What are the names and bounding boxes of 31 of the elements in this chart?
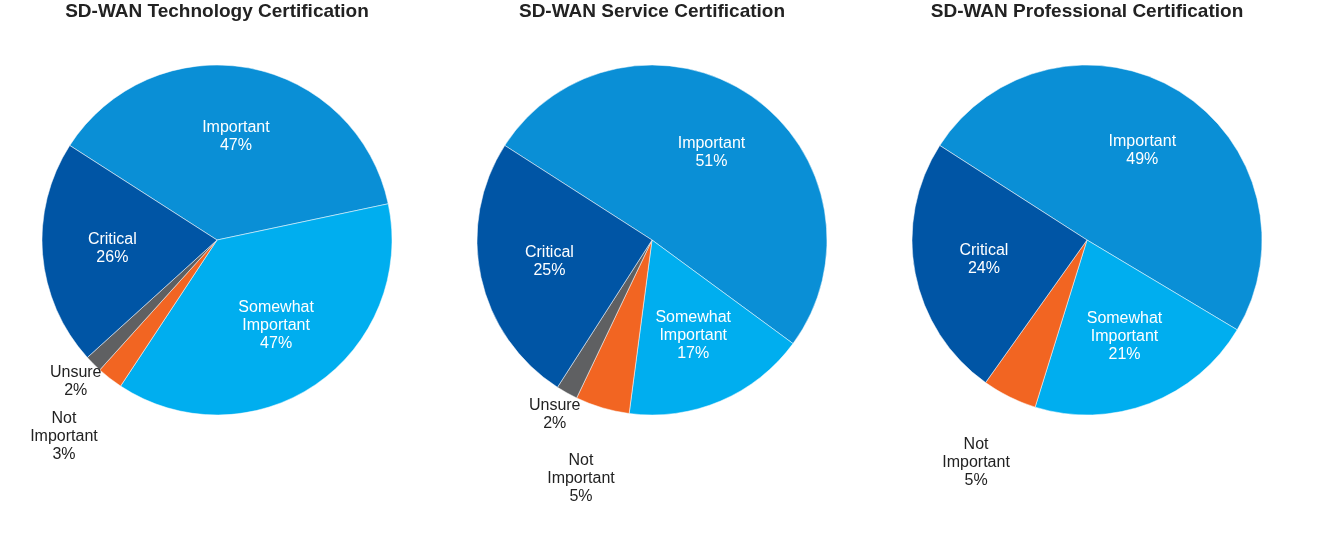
data-label: 21% — [1108, 345, 1141, 363]
chart-title: SD-WAN Professional Certification — [930, 0, 1244, 21]
data-label: 3% — [52, 444, 76, 462]
data-label: 5% — [569, 486, 593, 504]
data-label: 26% — [96, 247, 129, 265]
data-label: 47% — [219, 135, 252, 153]
slice-label: Critical — [87, 229, 137, 247]
chart-title: SD-WAN Technology Certification — [65, 0, 369, 21]
data-label: 2% — [543, 413, 567, 431]
chart-title: SD-WAN Service Certification — [518, 0, 786, 21]
slice-label: Critical — [959, 240, 1009, 258]
slice-label: Important — [1108, 131, 1177, 149]
data-label: 51% — [695, 152, 728, 170]
slice-label: Unsure — [528, 395, 581, 413]
slice-label: Somewhat Important — [238, 297, 315, 333]
data-label: 2% — [64, 380, 88, 398]
slice-label: Important — [202, 117, 271, 135]
slice-label: Critical — [524, 243, 574, 261]
slice-label: Not Important — [547, 450, 616, 486]
slice-label: Somewhat Important — [1086, 309, 1163, 345]
data-label: 25% — [533, 261, 566, 279]
data-label: 5% — [964, 471, 988, 489]
slice-label: Unsure — [49, 362, 102, 380]
data-label: 24% — [967, 258, 1000, 276]
slice-label: Not Important — [30, 408, 99, 444]
data-label: 49% — [1126, 149, 1159, 167]
data-label: 17% — [677, 343, 710, 361]
slice-label: Important — [677, 134, 746, 152]
slice-label: Somewhat Important — [655, 307, 732, 343]
slice-label: Not Important — [942, 435, 1011, 471]
data-label: 47% — [260, 333, 293, 351]
